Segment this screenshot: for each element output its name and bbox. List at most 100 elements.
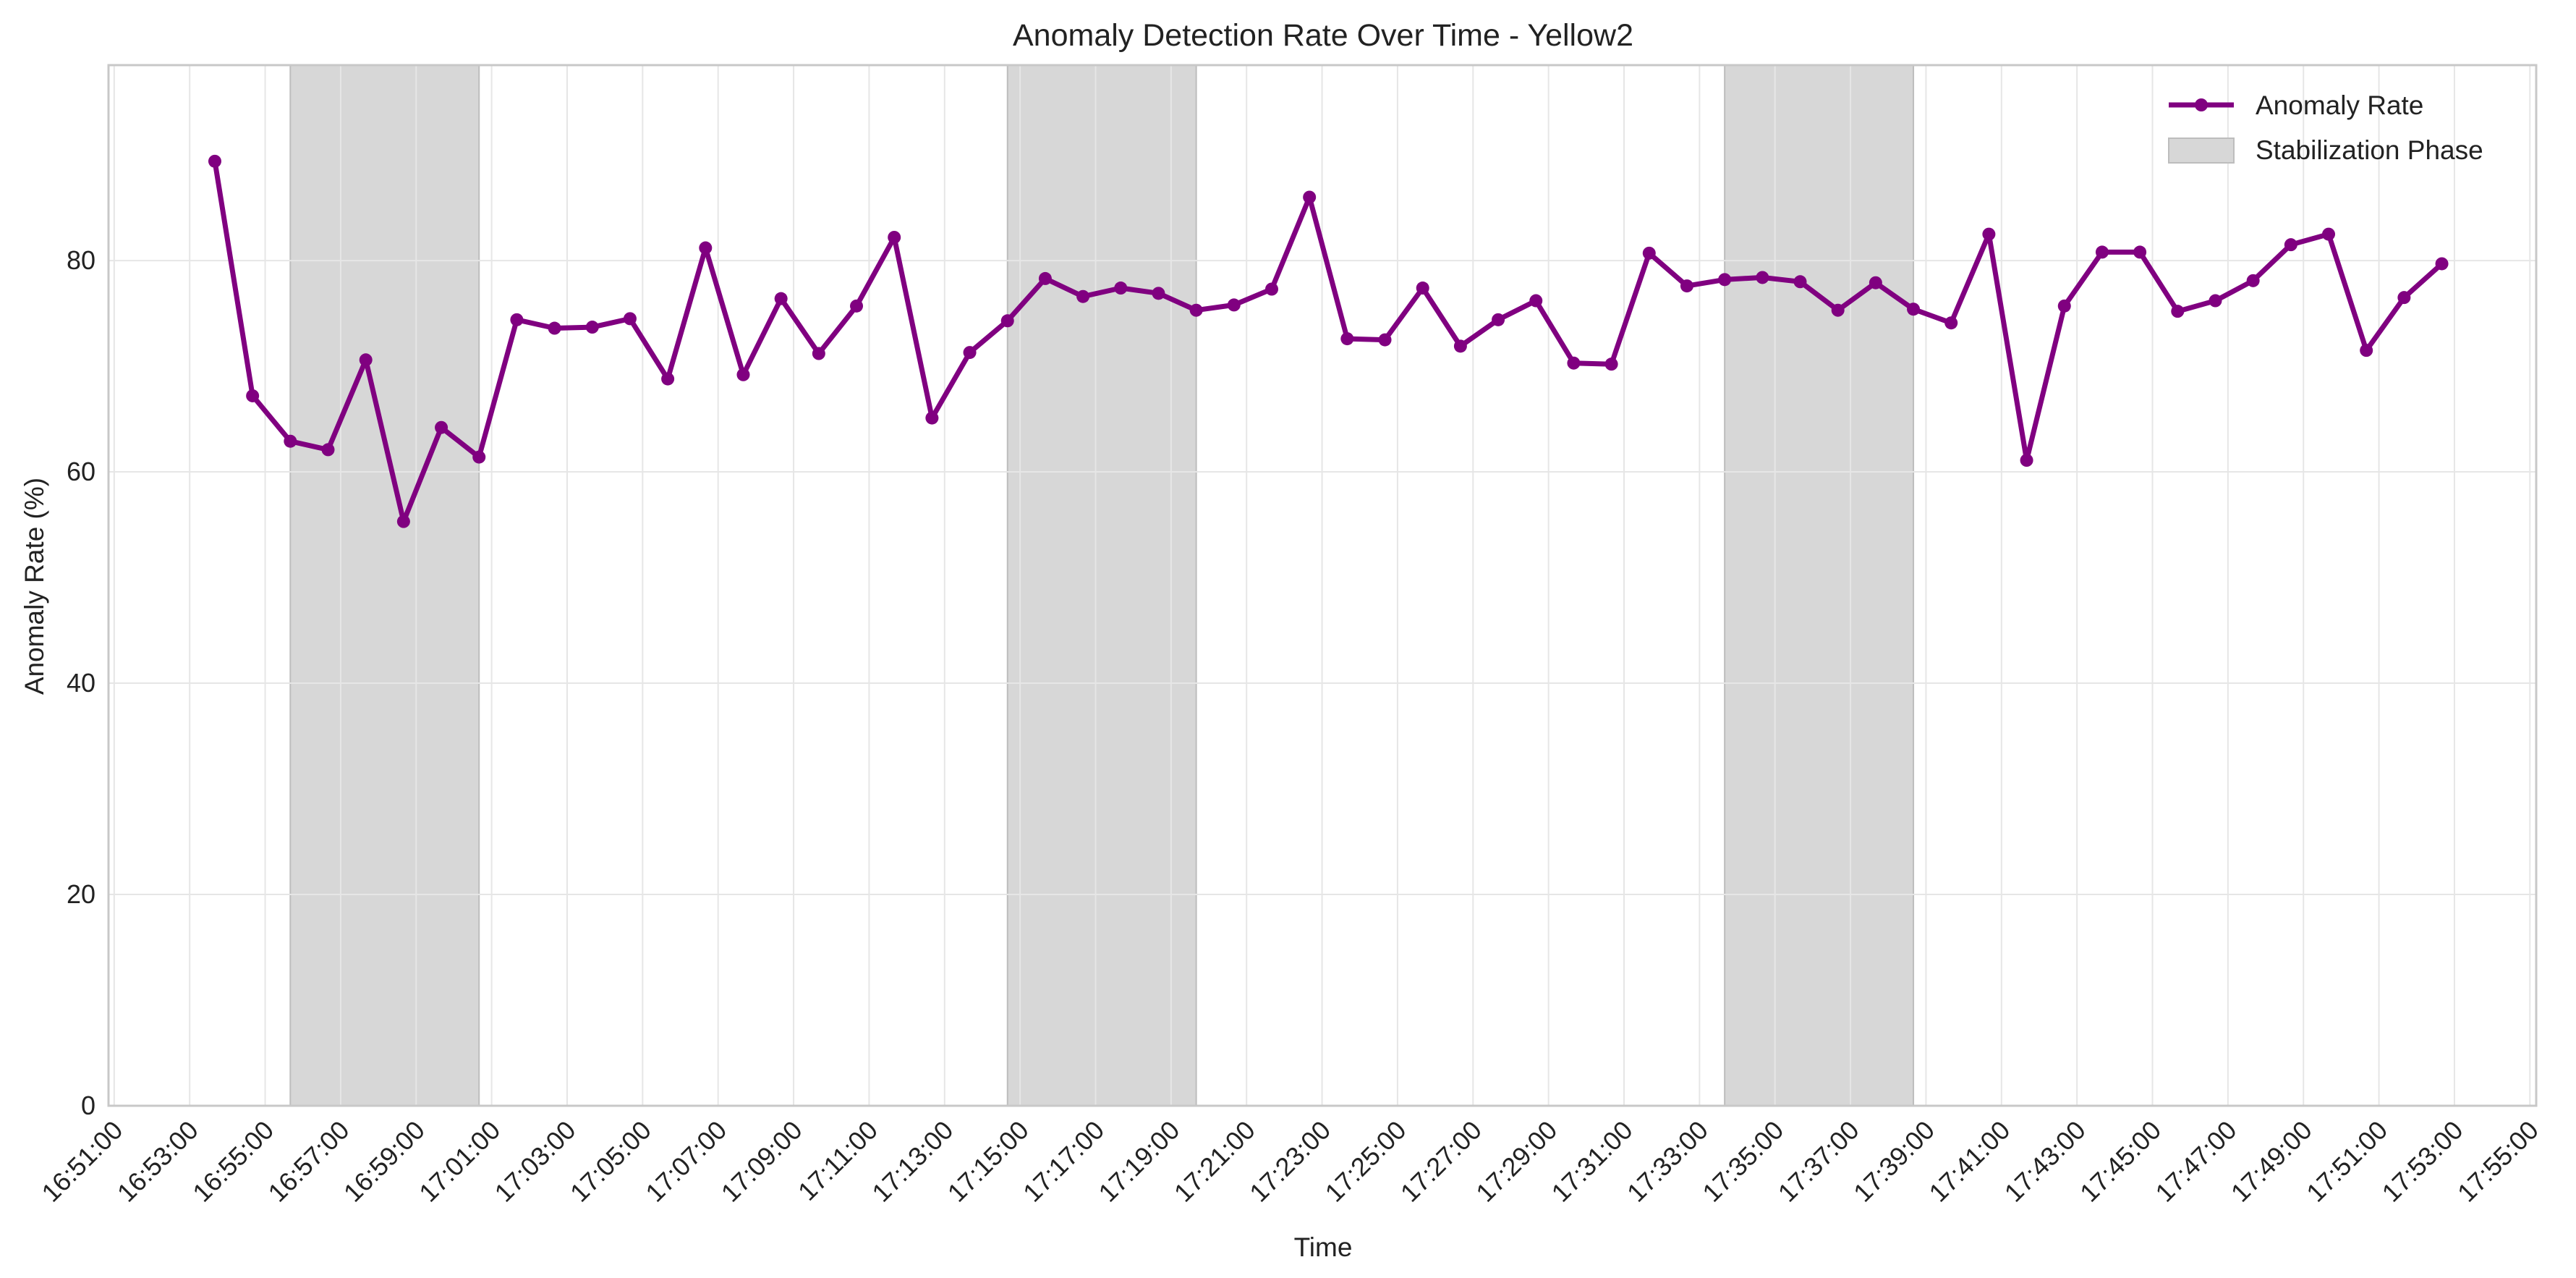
data-point bbox=[2246, 274, 2260, 287]
y-axis-label: Anomaly Rate (%) bbox=[20, 478, 49, 695]
x-tick-label: 17:27:00 bbox=[1395, 1115, 1487, 1208]
data-point bbox=[623, 312, 637, 326]
y-tick-label: 40 bbox=[67, 668, 95, 698]
data-point bbox=[2133, 245, 2147, 259]
data-point bbox=[1303, 190, 1317, 204]
x-tick-label: 17:43:00 bbox=[1999, 1115, 2091, 1208]
data-point bbox=[888, 230, 901, 244]
data-point bbox=[2020, 454, 2033, 467]
data-point bbox=[1189, 303, 1203, 317]
x-tick-label: 17:15:00 bbox=[942, 1115, 1034, 1208]
stabilization-phase-span bbox=[289, 64, 480, 1106]
x-tick-label: 17:35:00 bbox=[1696, 1115, 1789, 1208]
data-point bbox=[321, 443, 335, 457]
data-point bbox=[435, 420, 449, 434]
y-tick-label: 80 bbox=[67, 245, 95, 275]
x-tick-label: 17:51:00 bbox=[2300, 1115, 2393, 1208]
data-point bbox=[1756, 271, 1769, 284]
x-tick-label: 16:57:00 bbox=[262, 1115, 354, 1208]
data-point bbox=[1793, 275, 1807, 289]
stabilization-phase-span bbox=[1724, 64, 1915, 1106]
plot-area: 0 20 40 60 80 16:51:0016:53:0016:55:0016:57:0… bbox=[35, 64, 2544, 1208]
data-point bbox=[812, 347, 825, 360]
x-tick-label: 17:33:00 bbox=[1621, 1115, 1714, 1208]
x-tick-label: 17:03:00 bbox=[489, 1115, 582, 1208]
data-point bbox=[284, 434, 297, 448]
data-point bbox=[1680, 279, 1693, 293]
data-point bbox=[1453, 339, 1467, 353]
x-tick-label: 17:25:00 bbox=[1319, 1115, 1411, 1208]
x-tick-label: 17:31:00 bbox=[1546, 1115, 1638, 1208]
data-point bbox=[2209, 294, 2222, 308]
data-point bbox=[585, 321, 599, 334]
data-point bbox=[699, 241, 713, 255]
x-tick-label: 17:01:00 bbox=[413, 1115, 506, 1208]
x-tick-label: 17:41:00 bbox=[1923, 1115, 2015, 1208]
data-point bbox=[1378, 333, 1392, 347]
x-tick-label: 17:55:00 bbox=[2452, 1115, 2544, 1208]
data-point bbox=[1076, 289, 1090, 303]
data-point bbox=[1227, 298, 1241, 312]
legend: Anomaly Rate Stabilization Phase bbox=[2168, 90, 2483, 165]
data-point bbox=[2095, 245, 2109, 259]
x-tick-label: 16:53:00 bbox=[111, 1115, 204, 1208]
data-point bbox=[396, 515, 410, 528]
data-point bbox=[1038, 271, 1052, 285]
x-tick-label: 17:29:00 bbox=[1470, 1115, 1563, 1208]
data-point bbox=[1114, 282, 1128, 295]
x-tick-label: 17:21:00 bbox=[1168, 1115, 1261, 1208]
x-tick-label: 17:17:00 bbox=[1017, 1115, 1110, 1208]
data-point bbox=[359, 353, 373, 367]
data-point bbox=[850, 299, 864, 313]
data-point bbox=[2284, 238, 2297, 252]
y-tick-label: 0 bbox=[81, 1091, 95, 1120]
legend-shade-swatch bbox=[2168, 137, 2235, 164]
data-point bbox=[1152, 287, 1165, 300]
data-point bbox=[1831, 303, 1845, 317]
data-point bbox=[246, 389, 260, 402]
data-point bbox=[736, 368, 750, 381]
x-tick-label: 17:53:00 bbox=[2376, 1115, 2469, 1208]
x-tick-label: 17:19:00 bbox=[1092, 1115, 1185, 1208]
data-point bbox=[1264, 282, 1278, 296]
x-tick-label: 17:39:00 bbox=[1848, 1115, 1940, 1208]
data-point bbox=[2057, 299, 2071, 313]
x-tick-label: 16:59:00 bbox=[338, 1115, 430, 1208]
data-point bbox=[472, 450, 486, 464]
data-point bbox=[2360, 344, 2373, 357]
data-point bbox=[208, 154, 221, 168]
data-point bbox=[661, 372, 675, 386]
data-point bbox=[2322, 227, 2336, 241]
x-tick-label: 16:55:00 bbox=[187, 1115, 279, 1208]
data-point bbox=[1604, 357, 1618, 371]
x-tick-label: 17:49:00 bbox=[2225, 1115, 2318, 1208]
plot-frame bbox=[107, 64, 2538, 1107]
data-point bbox=[1492, 313, 1505, 326]
data-point bbox=[1416, 282, 1429, 295]
x-tick-label: 17:37:00 bbox=[1772, 1115, 1865, 1208]
x-tick-label: 17:47:00 bbox=[2149, 1115, 2242, 1208]
x-tick-label: 17:05:00 bbox=[564, 1115, 657, 1208]
data-point bbox=[1869, 276, 1882, 289]
data-point bbox=[548, 321, 561, 335]
x-tick-label: 17:45:00 bbox=[2074, 1115, 2167, 1208]
data-point bbox=[774, 292, 788, 305]
chart-title: Anomaly Detection Rate Over Time - Yello… bbox=[1013, 18, 1633, 53]
data-point bbox=[1982, 227, 1996, 241]
data-point bbox=[2397, 291, 2411, 305]
x-tick-label: 17:09:00 bbox=[715, 1115, 808, 1208]
x-tick-label: 17:23:00 bbox=[1244, 1115, 1336, 1208]
x-tick-label: 16:51:00 bbox=[35, 1115, 128, 1208]
y-tick-label: 60 bbox=[67, 457, 95, 486]
data-point bbox=[1000, 314, 1014, 328]
data-point bbox=[1642, 246, 1656, 260]
x-tick-label: 17:07:00 bbox=[639, 1115, 732, 1208]
data-point bbox=[510, 313, 524, 326]
x-axis-label: Time bbox=[1294, 1232, 1353, 1262]
data-point bbox=[1529, 294, 1543, 308]
data-point bbox=[1718, 273, 1732, 287]
data-point bbox=[2435, 257, 2449, 271]
legend-line-marker bbox=[2195, 98, 2208, 111]
